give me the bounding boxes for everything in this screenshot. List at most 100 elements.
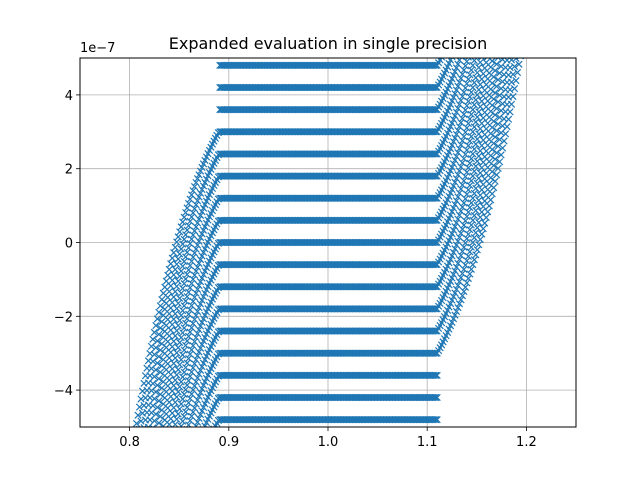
- data-point: [472, 118, 480, 126]
- data-point: [153, 337, 162, 345]
- data-point: [155, 397, 163, 405]
- x-tick-label: 0.8: [119, 435, 140, 450]
- data-point: [512, 77, 520, 85]
- data-point: [170, 271, 178, 279]
- data-point: [183, 359, 191, 367]
- data-point: [195, 370, 203, 378]
- data-point: [491, 133, 499, 141]
- data-point: [184, 222, 193, 230]
- data-point: [193, 263, 202, 271]
- data-point: [460, 110, 468, 119]
- data-point: [473, 113, 481, 121]
- data-point: [192, 178, 200, 187]
- data-point: [493, 82, 501, 90]
- data-point: [500, 93, 508, 101]
- data-point: [476, 58, 484, 66]
- data-point: [466, 181, 474, 190]
- data-point: [193, 418, 202, 426]
- data-point: [187, 324, 196, 332]
- data-point: [454, 304, 462, 312]
- data-point: [479, 202, 487, 211]
- data-point: [481, 219, 489, 227]
- data-point: [467, 221, 475, 229]
- data-point: [466, 93, 474, 101]
- data-point: [156, 302, 164, 310]
- data-point: [481, 153, 489, 161]
- data-point: [482, 81, 490, 89]
- data-point: [460, 199, 468, 207]
- data-point: [510, 84, 519, 93]
- data-point: [478, 186, 486, 194]
- data-point: [171, 243, 179, 251]
- data-point: [173, 415, 181, 423]
- data-point: [498, 58, 507, 64]
- data-point: [177, 333, 185, 342]
- data-point: [183, 292, 191, 301]
- data-point: [455, 255, 464, 264]
- data-point: [430, 305, 438, 313]
- data-point: [455, 211, 464, 219]
- data-point: [430, 415, 438, 424]
- data-point: [466, 270, 474, 278]
- data-point: [478, 119, 486, 128]
- data-point: [433, 150, 441, 158]
- data-point: [478, 164, 486, 172]
- data-point: [458, 70, 467, 78]
- data-point: [186, 306, 194, 314]
- data-point: [174, 321, 182, 330]
- data-point: [457, 185, 465, 193]
- data-point: [470, 189, 478, 197]
- data-point: [176, 316, 184, 325]
- data-point: [186, 261, 194, 270]
- data-point: [189, 297, 197, 306]
- data-point: [479, 158, 487, 166]
- data-point: [513, 68, 522, 77]
- data-point: [467, 132, 475, 141]
- data-point: [174, 299, 182, 307]
- data-point: [180, 390, 188, 398]
- data-point: [481, 64, 489, 72]
- data-point: [179, 373, 187, 381]
- data-point: [146, 349, 154, 358]
- data-point: [476, 169, 484, 177]
- data-point: [430, 194, 438, 202]
- y-tick-label: −2: [54, 310, 73, 325]
- data-point: [433, 128, 441, 136]
- data-point: [455, 145, 464, 153]
- data-point: [159, 311, 167, 320]
- data-point: [159, 422, 167, 427]
- data-point: [190, 249, 199, 257]
- data-point: [472, 184, 480, 193]
- data-point: [182, 341, 190, 350]
- data-point: [501, 108, 510, 116]
- data-point: [159, 378, 167, 386]
- data-point: [152, 344, 160, 352]
- data-point: [187, 368, 196, 376]
- data-point: [182, 297, 190, 305]
- data-point: [195, 215, 203, 223]
- data-point: [495, 69, 504, 77]
- data-point: [481, 175, 489, 183]
- data-point: [463, 190, 471, 198]
- data-point: [460, 88, 468, 96]
- data-point: [452, 108, 461, 116]
- data-point: [189, 386, 197, 394]
- data-point: [430, 327, 438, 335]
- data-point: [432, 61, 440, 70]
- data-point: [190, 182, 199, 191]
- data-point: [432, 83, 440, 92]
- data-point: [173, 349, 181, 357]
- data-point: [433, 106, 441, 114]
- data-point: [155, 375, 163, 383]
- data-point: [192, 400, 200, 408]
- data-point: [174, 343, 182, 352]
- data-point: [494, 164, 502, 172]
- data-point: [161, 283, 169, 291]
- data-point: [161, 305, 169, 313]
- data-point: [461, 62, 470, 70]
- data-point: [430, 216, 438, 224]
- data-point: [165, 265, 173, 274]
- data-point: [479, 136, 487, 144]
- data-point: [464, 252, 472, 260]
- data-point: [497, 62, 505, 70]
